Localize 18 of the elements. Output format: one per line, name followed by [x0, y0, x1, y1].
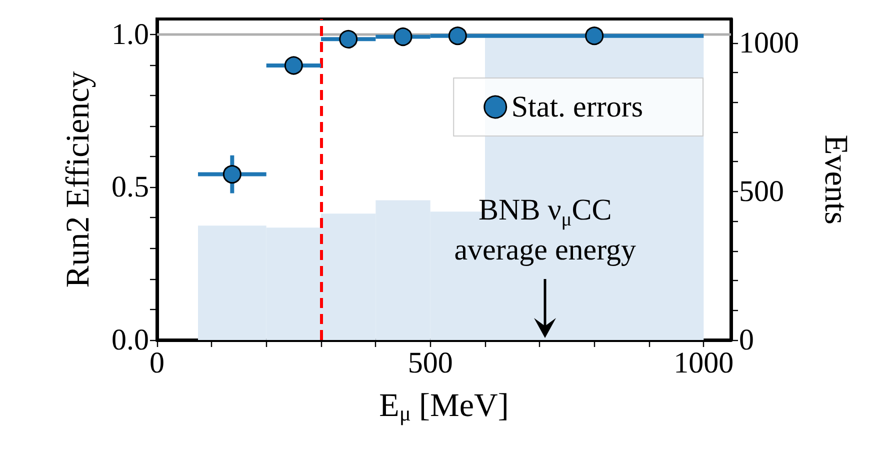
y2-tick-label: 0: [739, 324, 754, 356]
y-axis-title: Run2 Efficiency: [60, 70, 96, 288]
point: [284, 56, 303, 75]
y2-tick-label: 1000: [739, 26, 799, 60]
x-tick-label: 500: [408, 346, 453, 380]
point: [339, 30, 358, 48]
x-tick-label: 0: [150, 346, 164, 380]
legend-label: Stat. errors: [511, 90, 644, 124]
x-tick-label: 1000: [674, 346, 734, 380]
point: [222, 165, 242, 184]
y2-axis-title: Events: [818, 134, 854, 224]
y-tick-label: 1.0: [112, 18, 149, 51]
point: [585, 26, 604, 46]
y2-tick-label: 500: [739, 174, 784, 208]
point: [448, 26, 467, 46]
y-tick-label: 0.0: [112, 324, 149, 356]
point: [394, 27, 412, 46]
y-tick-label: 0.5: [112, 170, 149, 204]
